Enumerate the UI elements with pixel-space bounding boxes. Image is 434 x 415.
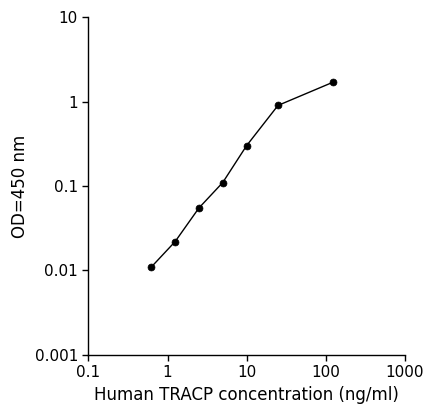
X-axis label: Human TRACP concentration (ng/ml): Human TRACP concentration (ng/ml) bbox=[94, 386, 398, 404]
Y-axis label: OD=450 nm: OD=450 nm bbox=[11, 134, 29, 238]
